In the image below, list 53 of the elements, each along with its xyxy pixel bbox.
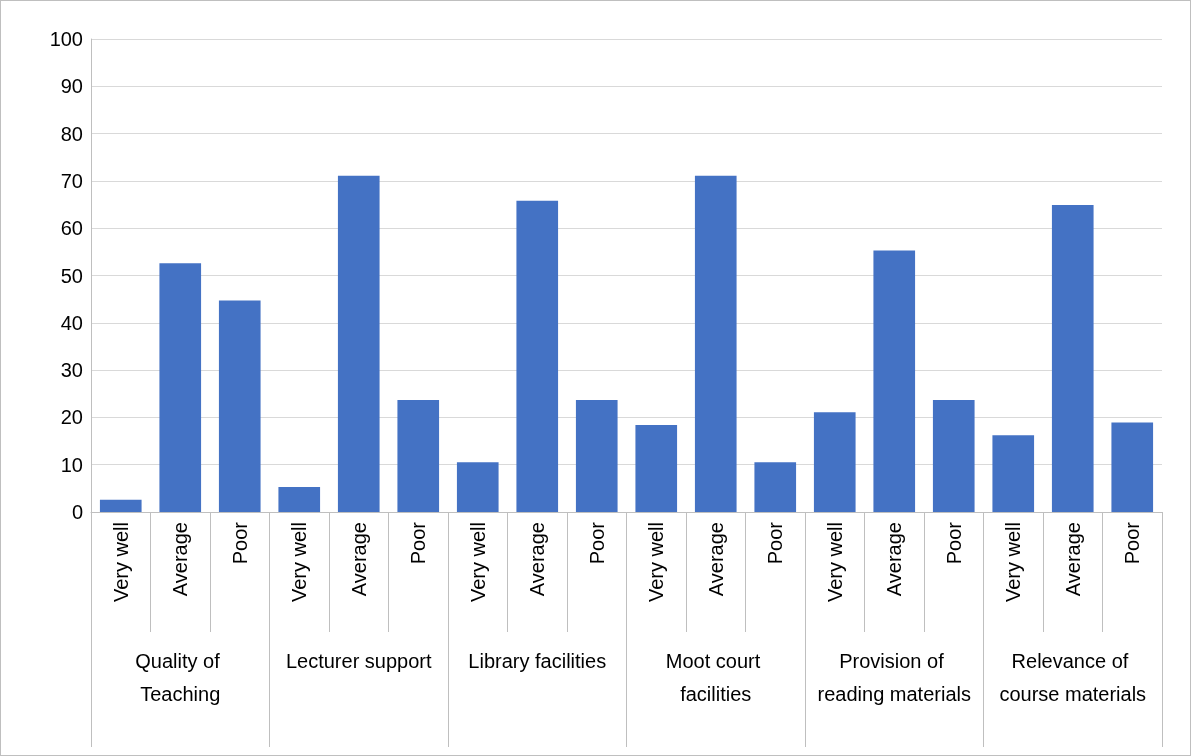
text: Quality of Teaching [135, 649, 226, 705]
x-tick-label: Poor [942, 521, 965, 565]
bar [278, 486, 321, 512]
bar [1111, 422, 1154, 512]
x-tick-label: Average [526, 522, 549, 597]
text: Relevance of course materials [999, 649, 1147, 705]
bar [337, 175, 380, 512]
y-tick-label: 60 [60, 217, 83, 240]
text: Provision of reading materials [817, 649, 971, 705]
y-tick-label: 0 [71, 501, 83, 523]
x-tick-label: Poor [585, 521, 608, 565]
bar [813, 412, 856, 512]
bar [218, 300, 261, 512]
bar [575, 399, 618, 512]
text: Library facilities [468, 649, 607, 672]
y-tick-label: 50 [60, 264, 83, 287]
bar [99, 499, 142, 512]
x-tick-label: Average [1061, 522, 1084, 597]
x-tick-label: Very well [645, 522, 668, 603]
x-tick-label: Poor [407, 521, 430, 565]
text: Lecturer support [285, 649, 433, 672]
x-tick-label: Very well [288, 522, 311, 603]
x-tick-label: Very well [1002, 522, 1025, 603]
y-tick-label: 40 [60, 311, 83, 334]
bar [1051, 205, 1094, 512]
x-tick-label: Poor [228, 521, 251, 565]
x-tick-label: Average [347, 522, 370, 597]
y-tick-label: 80 [60, 122, 83, 145]
bar [516, 200, 559, 512]
bar [932, 399, 975, 512]
x-tick-label: Very well [466, 522, 489, 603]
y-tick-label: 70 [60, 169, 83, 192]
bar [159, 263, 202, 512]
y-tick-label: 90 [60, 75, 83, 98]
bar [635, 424, 678, 512]
bar [754, 462, 797, 512]
x-tick-label: Poor [1121, 521, 1144, 565]
x-tick-label: Very well [823, 522, 846, 603]
y-tick-label: 20 [60, 406, 83, 429]
text: Moot court facilities [665, 649, 766, 705]
x-tick-label: Average [883, 522, 906, 597]
y-tick-label: 10 [60, 453, 83, 476]
x-tick-label: Average [169, 522, 192, 597]
bar [456, 462, 499, 512]
bar [397, 399, 440, 512]
bar [873, 250, 916, 512]
x-tick-label: Very well [109, 522, 132, 603]
y-tick-label: 100 [49, 28, 83, 50]
bar [694, 175, 737, 512]
bar [992, 435, 1035, 512]
x-tick-label: Average [704, 522, 727, 597]
y-tick-label: 30 [60, 359, 83, 382]
x-tick-label: Poor [764, 521, 787, 565]
